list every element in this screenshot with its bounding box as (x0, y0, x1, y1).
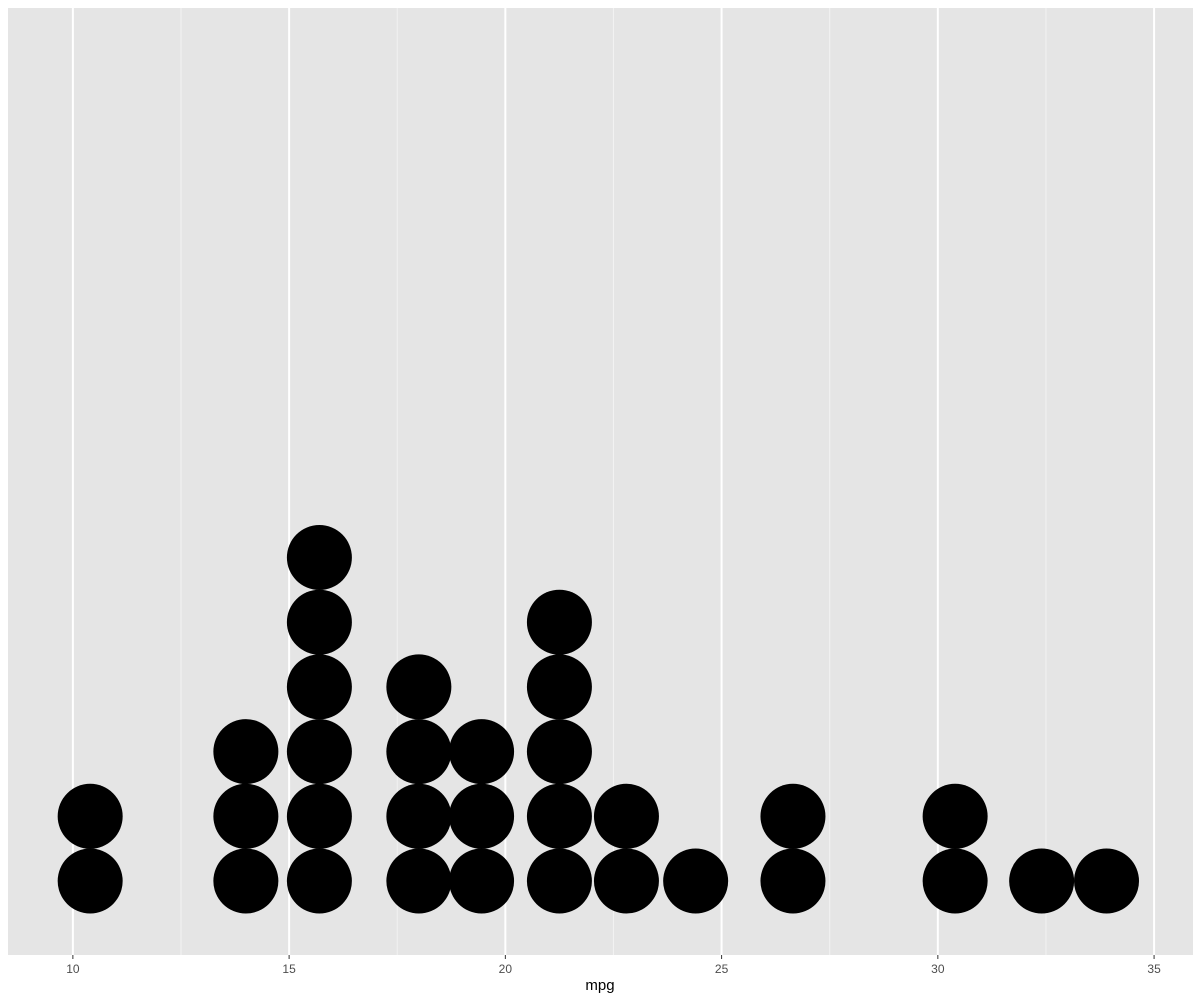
dot (213, 783, 279, 849)
x-axis-ticks: 10 15 20 25 30 35 (66, 955, 1161, 976)
x-tick-label: 35 (1147, 962, 1161, 976)
dot (593, 848, 659, 914)
dot (286, 654, 352, 720)
dot (57, 848, 123, 914)
dot (286, 783, 352, 849)
dot (526, 654, 592, 720)
dot (760, 848, 826, 914)
dot (1074, 848, 1140, 914)
dot (286, 848, 352, 914)
x-tick-label: 15 (282, 962, 296, 976)
dot (663, 848, 729, 914)
x-tick-label: 30 (931, 962, 945, 976)
dot (922, 783, 988, 849)
dot (449, 848, 515, 914)
dot (286, 719, 352, 785)
dot (386, 848, 452, 914)
dot (57, 783, 123, 849)
dot (526, 719, 592, 785)
dot (449, 719, 515, 785)
dot (526, 783, 592, 849)
x-tick-label: 20 (499, 962, 513, 976)
dot (1009, 848, 1075, 914)
dot (449, 783, 515, 849)
dot (526, 848, 592, 914)
dot (593, 783, 659, 849)
dot (760, 783, 826, 849)
dot (922, 848, 988, 914)
x-axis-title: mpg (585, 977, 614, 994)
dot (386, 654, 452, 720)
dot-stacks (57, 525, 1140, 914)
dot (386, 783, 452, 849)
x-tick-label: 10 (66, 962, 80, 976)
dot (386, 719, 452, 785)
dot (526, 589, 592, 655)
dot (213, 719, 279, 785)
dot (286, 525, 352, 590)
x-tick-label: 25 (715, 962, 729, 976)
dot (286, 589, 352, 655)
dot (213, 848, 279, 914)
